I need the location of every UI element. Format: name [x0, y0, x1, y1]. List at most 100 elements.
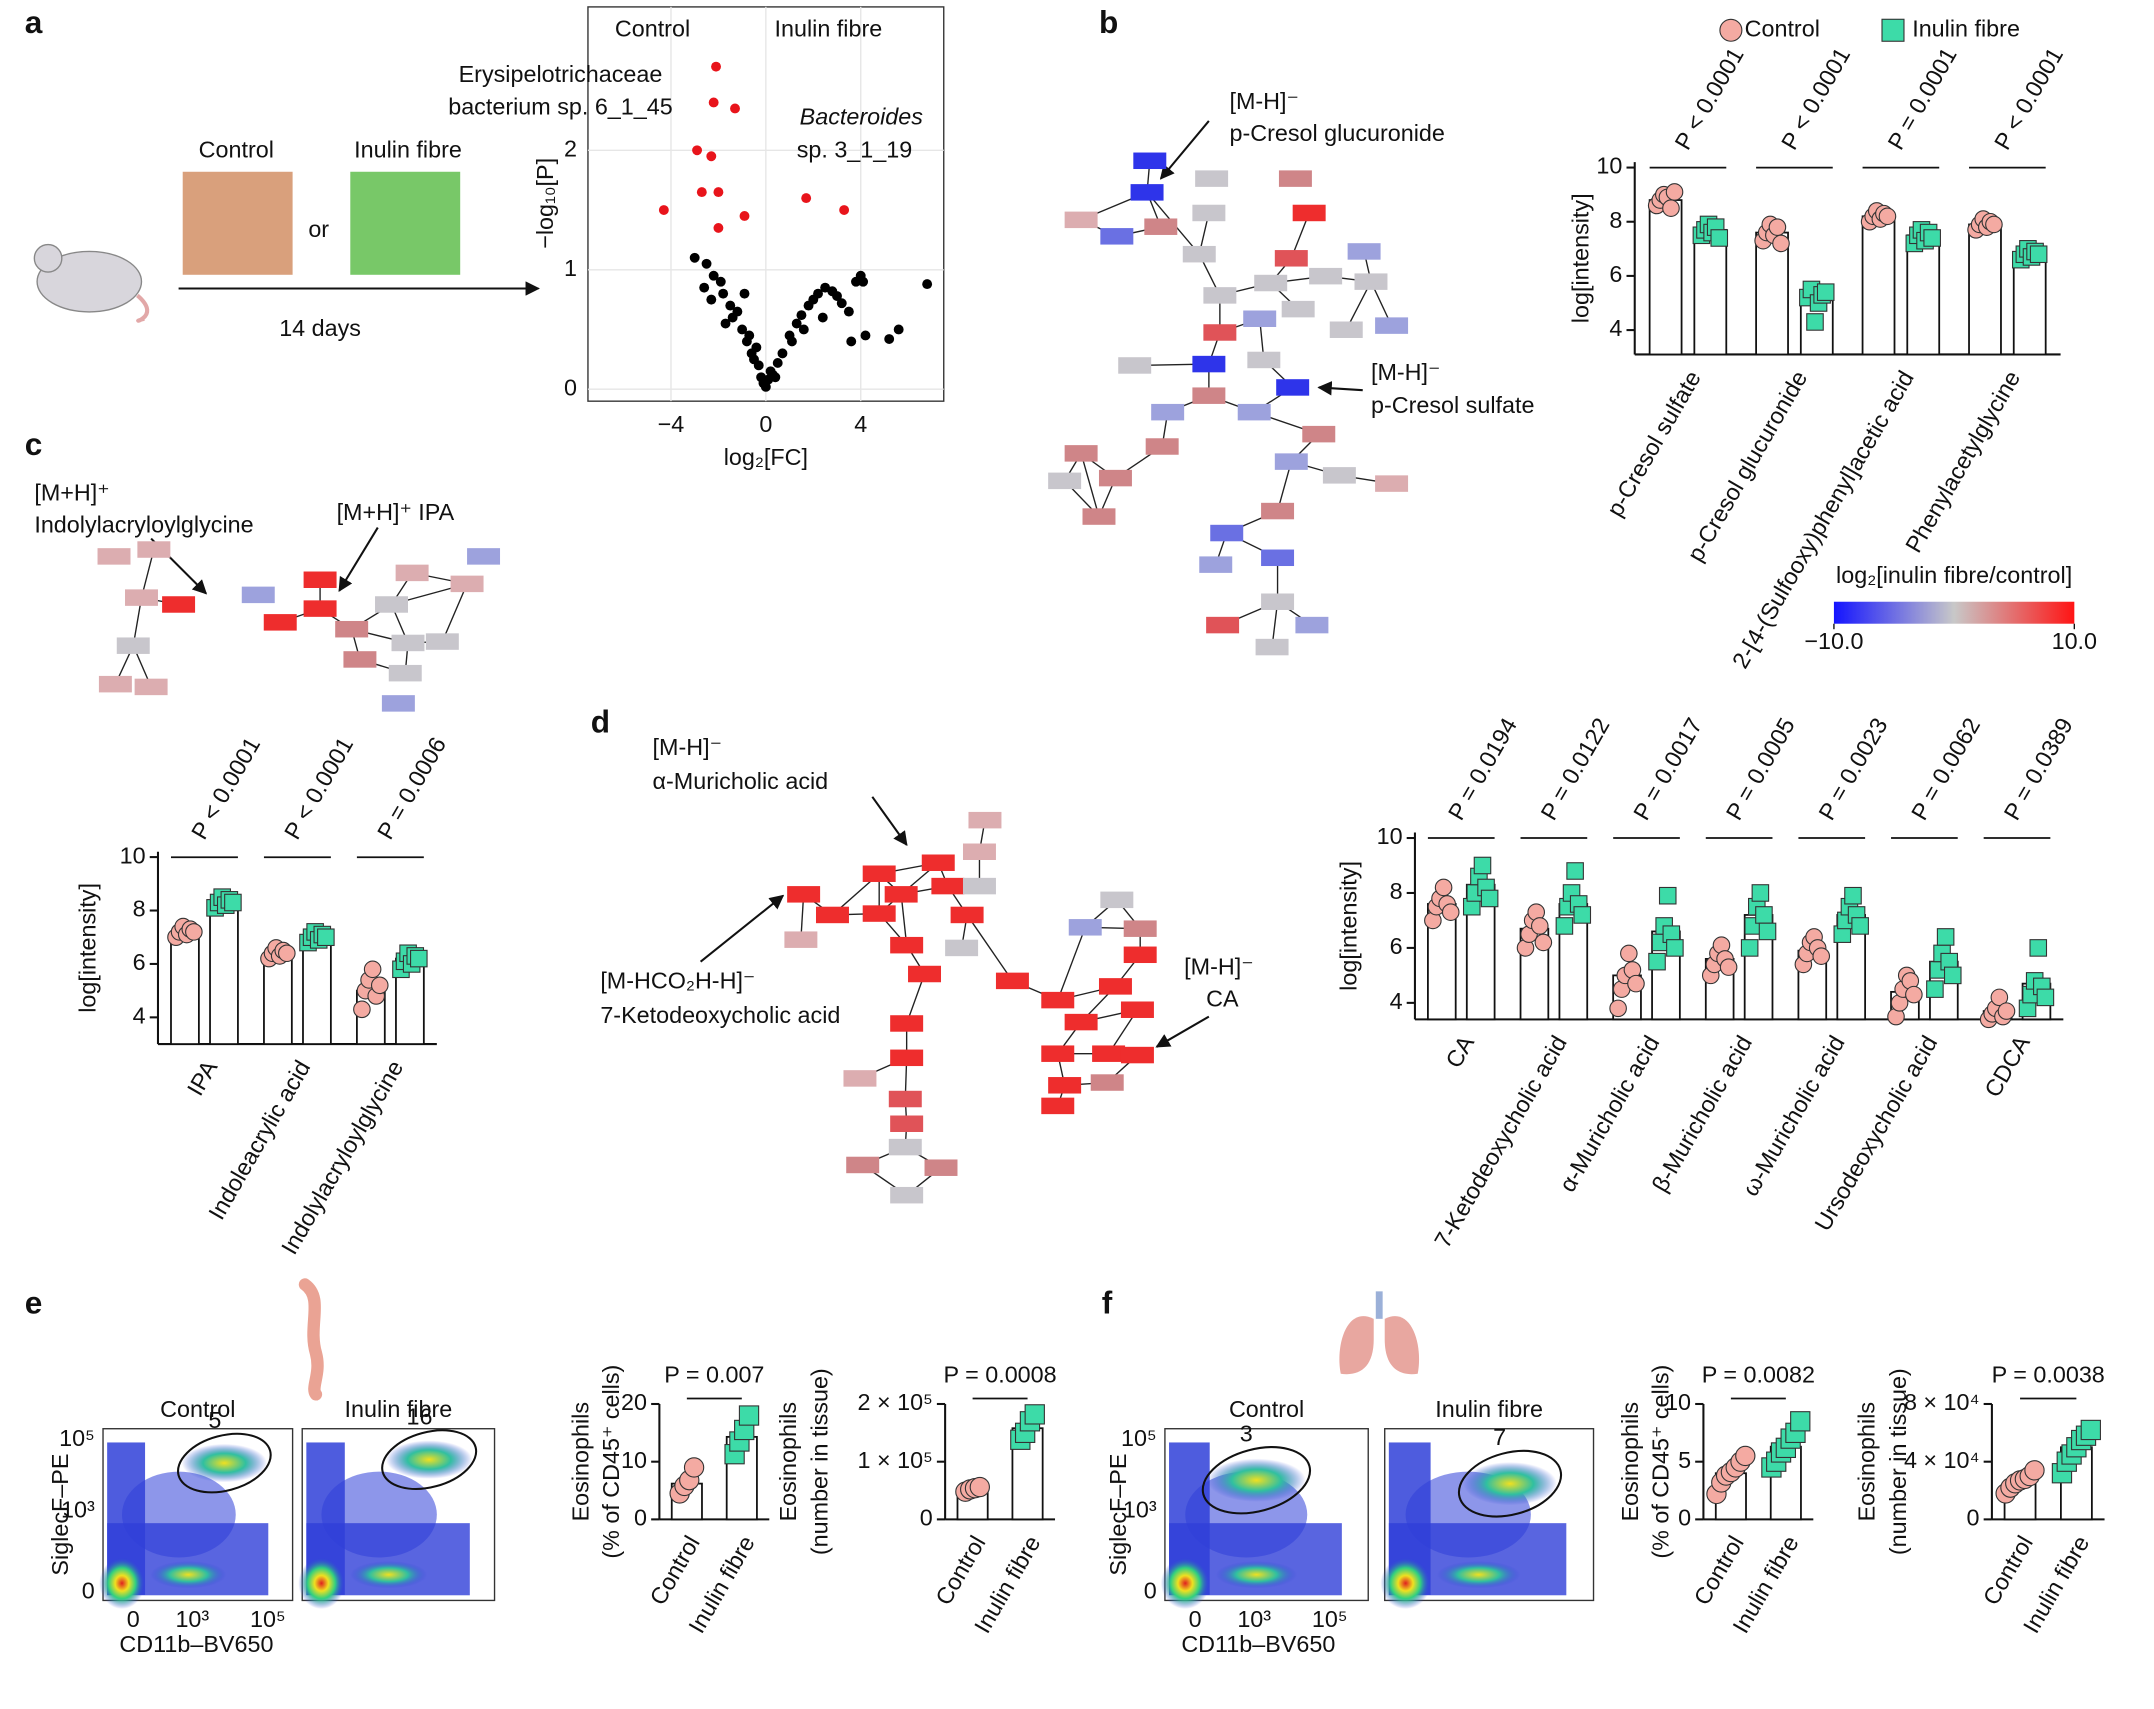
point	[739, 288, 750, 299]
y-axis-label: −log₁₀[P]	[532, 158, 558, 249]
y-tick-label: 8	[1390, 878, 1403, 904]
data-point	[1530, 917, 1549, 935]
point	[725, 300, 736, 311]
y-tick-label: 0	[634, 1505, 647, 1531]
network-node	[890, 1186, 924, 1204]
data-point	[1719, 958, 1738, 976]
y-axis-label: Eosinophils	[1853, 1402, 1879, 1521]
network-node	[1041, 1097, 1075, 1115]
data-point	[1627, 974, 1645, 993]
network-node	[1182, 245, 1216, 263]
y-tick-label: 8	[1609, 207, 1622, 233]
network-node	[1041, 991, 1075, 1009]
network-node	[1064, 1013, 1098, 1031]
network-node	[1354, 273, 1388, 290]
x-tick-label: Control	[930, 1531, 990, 1609]
network-node	[1261, 549, 1295, 567]
arrow	[699, 894, 785, 963]
flow-density	[385, 1440, 473, 1479]
flow-density	[1380, 1557, 1431, 1610]
panel-label: a	[25, 4, 43, 40]
panel-label: e	[25, 1284, 43, 1320]
data-point	[1768, 218, 1787, 236]
x-tick-label: 0	[759, 411, 772, 437]
network-node	[1237, 403, 1271, 421]
y-axis-label: Eosinophils	[568, 1402, 594, 1521]
x-tick-label: 10³	[175, 1606, 209, 1632]
data-point	[1740, 939, 1759, 957]
data-point	[2024, 1460, 2045, 1481]
network-node	[134, 678, 168, 696]
network-node	[1203, 324, 1237, 341]
data-point	[1790, 1411, 1811, 1432]
data-point	[1441, 903, 1460, 921]
network-node	[784, 931, 818, 948]
data-point	[1719, 18, 1743, 42]
network-node	[1092, 1045, 1126, 1062]
point	[701, 258, 712, 269]
data-point	[1662, 199, 1680, 217]
point	[922, 279, 933, 290]
network-node	[1375, 317, 1409, 334]
p-value: P = 0.0008	[943, 1362, 1056, 1388]
x-tick-label: Phenylacetylglycine	[1900, 366, 2025, 557]
y-tick-label: 10³	[61, 1496, 95, 1522]
network-node	[1048, 472, 1082, 490]
arrow	[871, 796, 908, 847]
y-tick-label: 2	[564, 135, 577, 161]
network-node	[1255, 638, 1289, 656]
data-point	[1936, 928, 1955, 946]
x-tick-label: Control	[1978, 1531, 2038, 1609]
network-node	[931, 877, 965, 895]
point	[846, 336, 857, 347]
gate-frequency: 16	[407, 1404, 433, 1430]
p-value: P = 0.0038	[1992, 1362, 2105, 1388]
network-node	[388, 664, 422, 682]
y-axis-label: (% of CD45⁺ cells)	[1647, 1365, 1673, 1559]
data-point	[1926, 980, 1944, 998]
network-node	[1203, 287, 1237, 304]
bar	[1755, 231, 1789, 356]
panel-label: f	[1102, 1284, 1113, 1320]
point	[770, 372, 781, 383]
bar	[1861, 215, 1896, 356]
network-node	[950, 906, 984, 924]
mouse-icon	[33, 243, 150, 323]
network-node	[890, 936, 924, 954]
flow-density	[1436, 1560, 1521, 1589]
network-node	[241, 586, 275, 604]
network-node	[162, 596, 196, 613]
x-axis-label: CD11b–BV650	[119, 1631, 273, 1657]
data-point	[1755, 906, 1773, 924]
p-value: P = 0.007	[664, 1362, 764, 1388]
network-node	[1206, 616, 1240, 634]
y-axis-label: Eosinophils	[1617, 1402, 1643, 1521]
data-point	[1816, 283, 1835, 301]
flow-density	[99, 1557, 145, 1610]
y-axis-label: Eosinophils	[775, 1402, 801, 1521]
point	[836, 298, 847, 309]
arrow	[1317, 381, 1363, 396]
y-tick-label: 10⁵	[59, 1425, 95, 1451]
network-node	[1041, 1045, 1075, 1062]
x-tick-label: 10⁵	[250, 1606, 286, 1632]
network-node	[1254, 274, 1288, 292]
network-node	[888, 1090, 922, 1108]
intestine-icon	[298, 1278, 324, 1401]
network-node	[1144, 218, 1178, 235]
y-tick-label: 1 × 10⁵	[858, 1447, 933, 1473]
p-value: P = 0.0082	[1702, 1362, 1815, 1388]
flow-density	[181, 1443, 268, 1483]
network-node	[1120, 1001, 1154, 1018]
data-point	[185, 923, 203, 941]
y-tick-label: 1	[564, 255, 577, 281]
network-node	[1120, 1046, 1154, 1064]
y-tick-label: 0	[82, 1577, 95, 1603]
network-node	[467, 548, 501, 565]
point	[739, 211, 750, 221]
flow-density	[1160, 1557, 1210, 1610]
data-point	[1851, 917, 1869, 935]
bar	[1906, 234, 1941, 356]
network-node	[890, 1115, 924, 1132]
network-node	[1151, 403, 1185, 421]
